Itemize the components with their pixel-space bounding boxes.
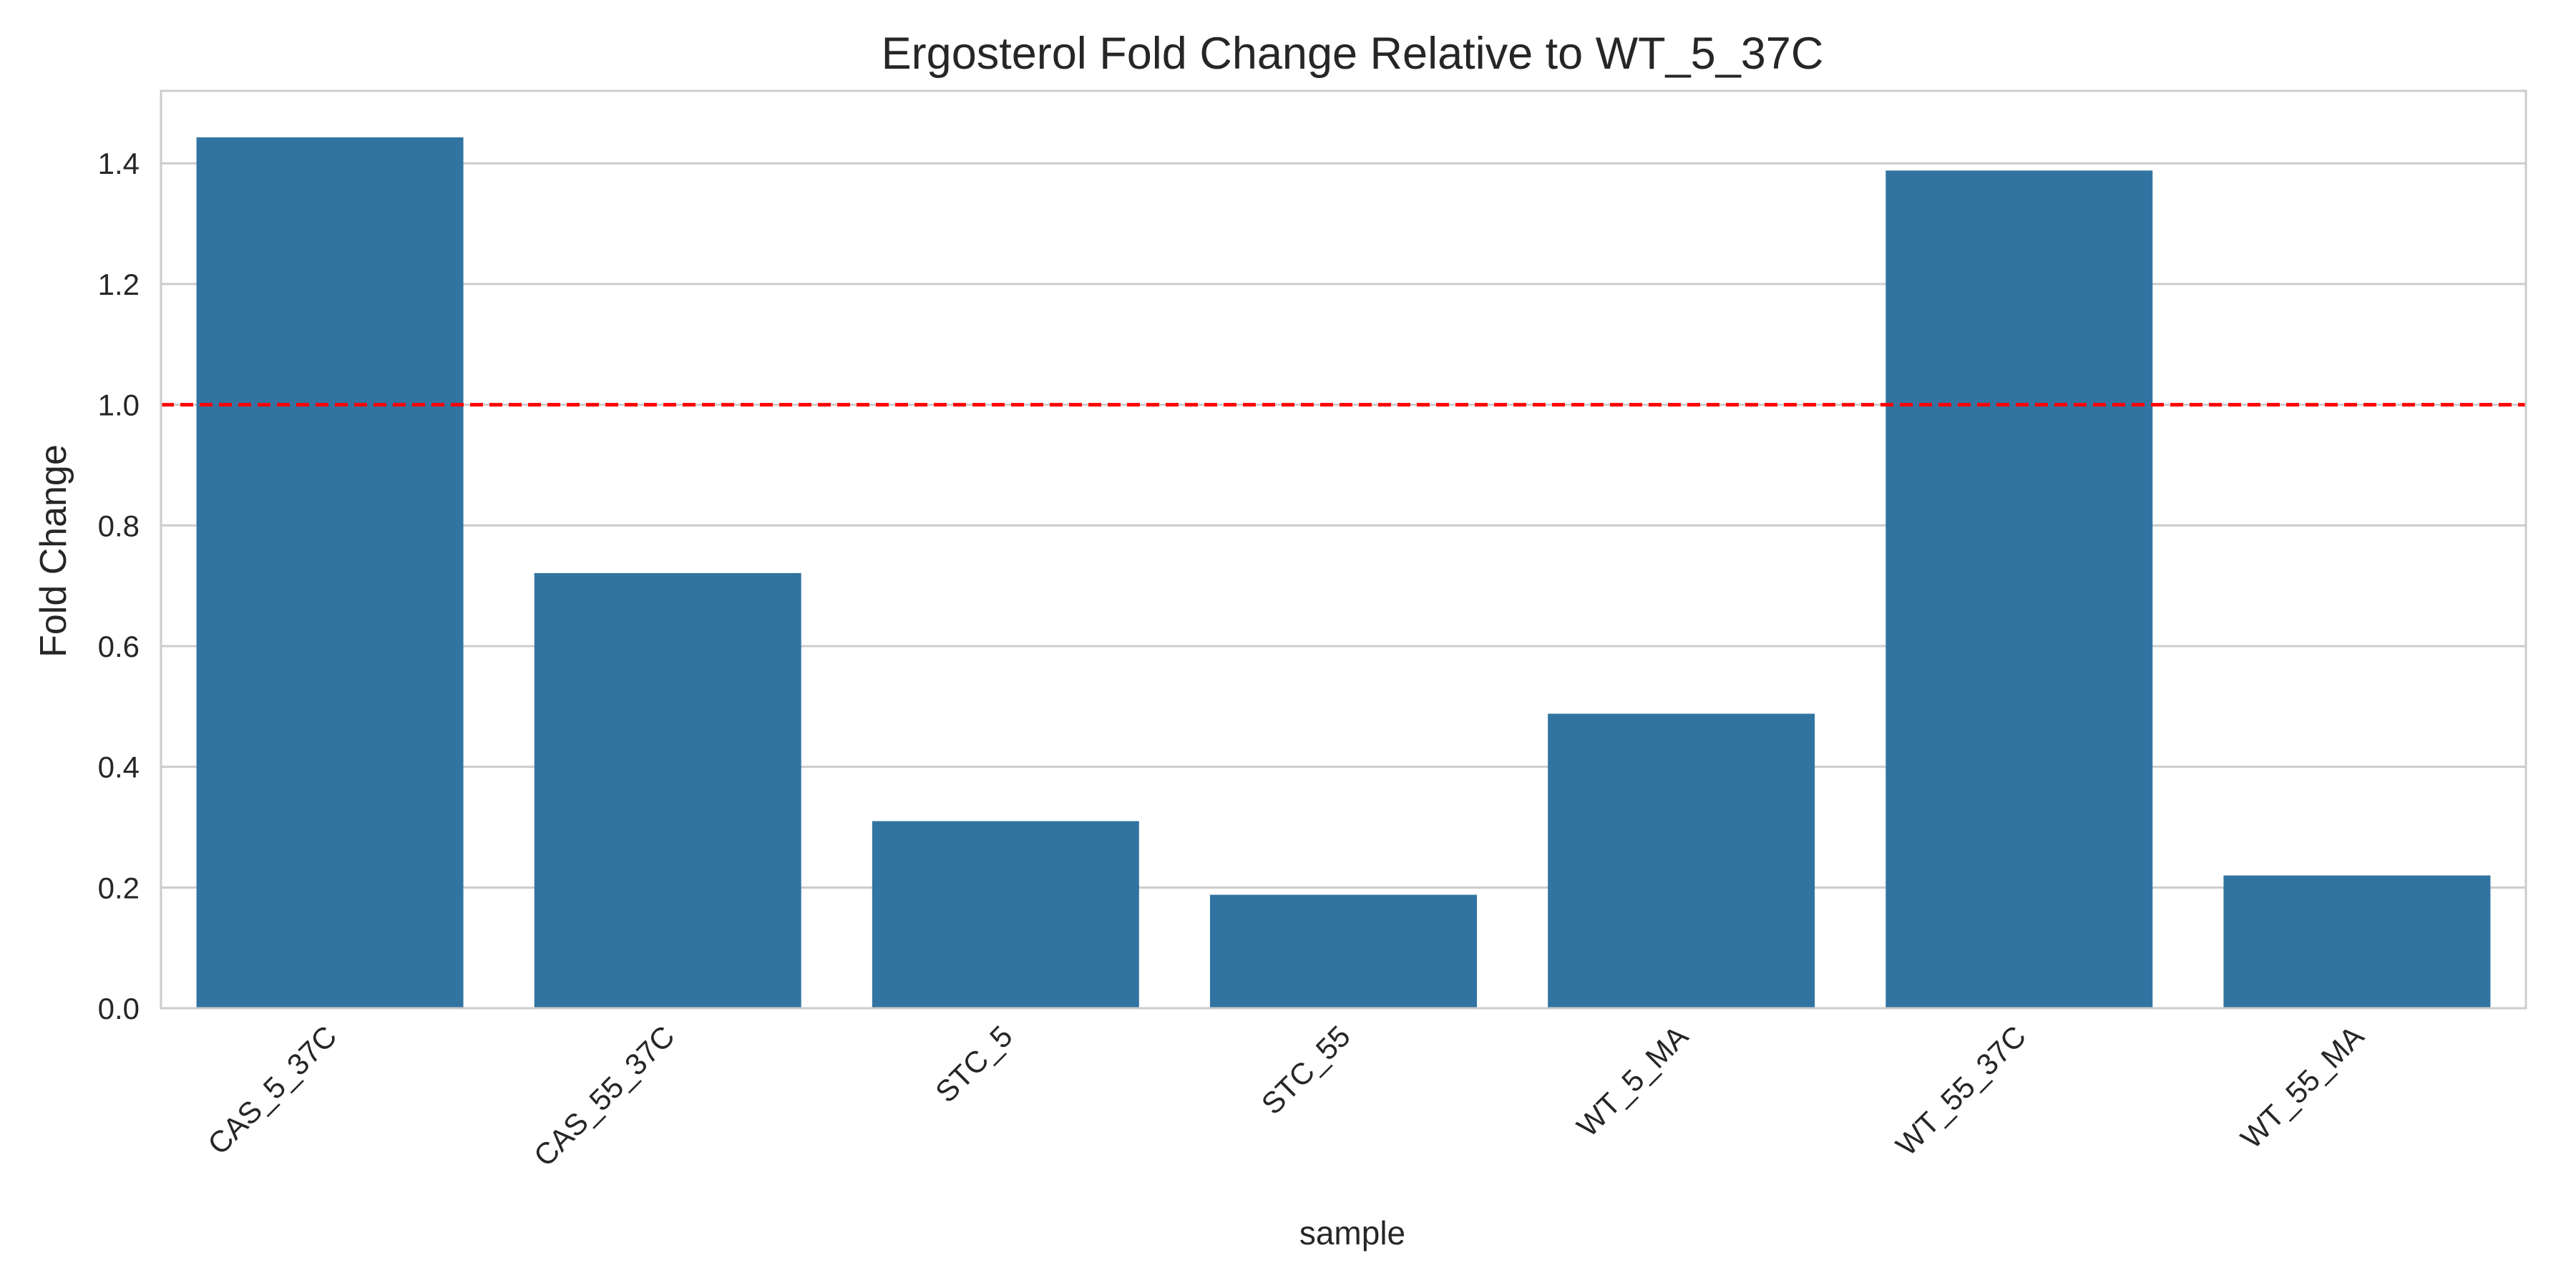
y-tick-label: 1.4 <box>98 147 140 180</box>
bar-stc-55 <box>1210 894 1477 1008</box>
bars <box>196 137 2491 1009</box>
x-axis-label: sample <box>1299 1214 1405 1252</box>
x-tick-label: CAS_5_37C <box>201 1019 343 1161</box>
x-tick-label: CAS_55_37C <box>527 1019 681 1173</box>
y-tick-label: 0.6 <box>98 630 140 663</box>
y-tick-label: 0.4 <box>98 751 140 784</box>
y-tick-label: 0.8 <box>98 509 140 542</box>
x-tick-label: WT_5_MA <box>1571 1019 1695 1143</box>
y-tick-labels: 0.0 0.2 0.4 0.6 0.8 1.0 1.2 1.4 <box>98 147 140 1025</box>
y-tick-label: 1.2 <box>98 268 140 301</box>
x-tick-label: WT_55_37C <box>1889 1019 2032 1162</box>
y-gridlines <box>161 162 2526 1010</box>
y-tick-label: 1.0 <box>98 389 140 422</box>
bar-cas-55-37c <box>534 572 801 1008</box>
bar-wt-55-ma <box>2223 875 2491 1008</box>
y-tick-label: 0.0 <box>98 992 140 1025</box>
bar-stc-5 <box>872 821 1139 1008</box>
x-tick-label: STC_5 <box>929 1019 1019 1109</box>
x-tick-labels: CAS_5_37C CAS_55_37C STC_5 STC_55 WT_5_MA WT_… <box>201 1019 2370 1173</box>
plot-frame <box>160 89 2527 1010</box>
x-tick-label: WT_55_MA <box>2234 1019 2370 1155</box>
chart-title: Ergosterol Fold Change Relative to WT_5_… <box>882 29 1824 79</box>
bar-wt-5-ma <box>1548 713 1815 1008</box>
y-axis-label: Fold Change <box>33 444 74 658</box>
bar-cas-5-37c <box>196 137 464 1009</box>
x-tick-label: STC_55 <box>1255 1019 1357 1121</box>
bar-wt-55-37c <box>1885 170 2153 1009</box>
y-tick-label: 0.2 <box>98 871 140 904</box>
